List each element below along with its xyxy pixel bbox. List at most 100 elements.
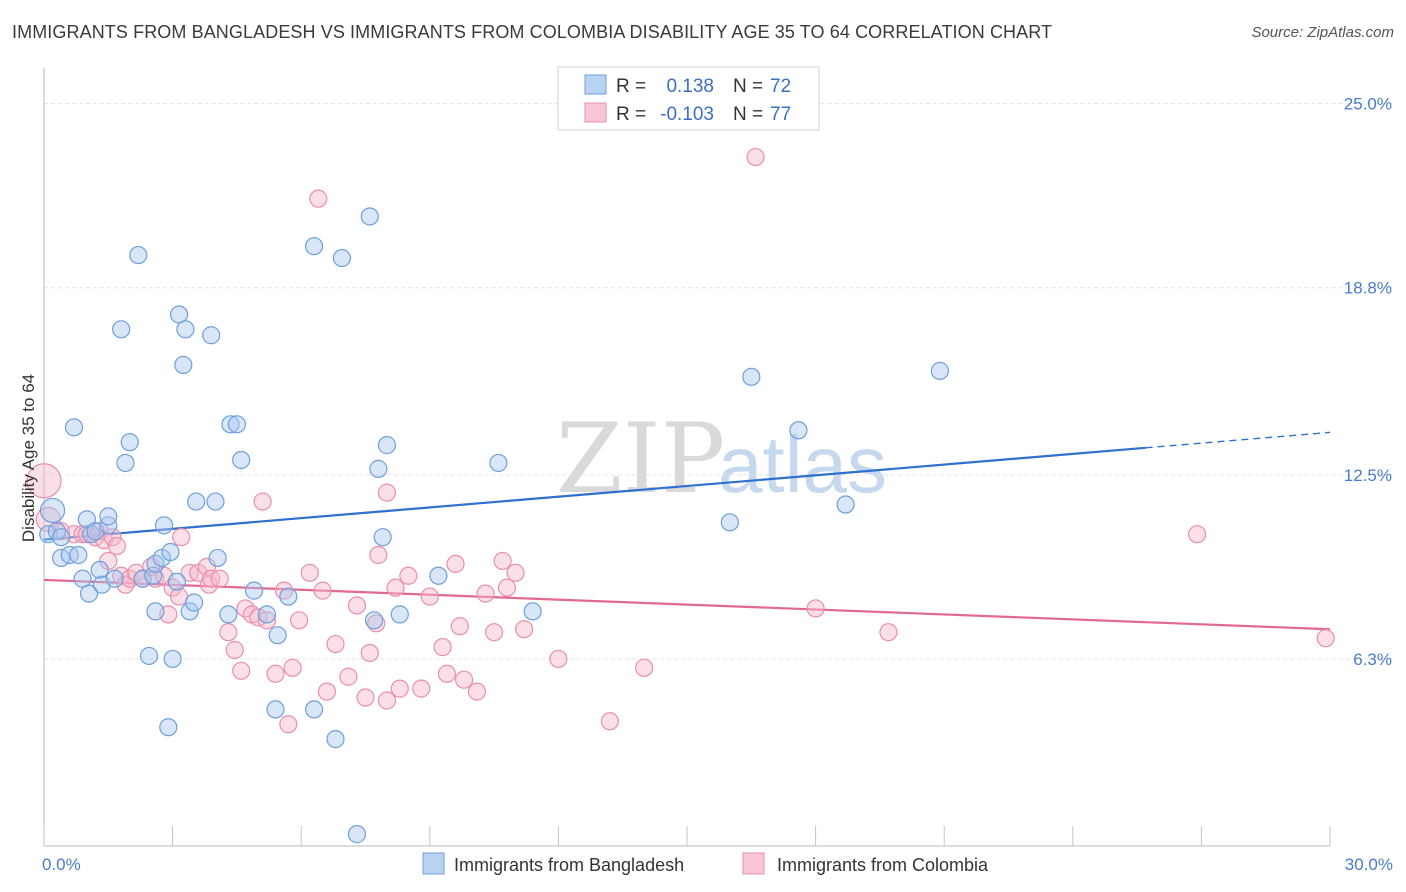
point-bangladesh: [429, 566, 448, 585]
point-bangladesh: [144, 566, 163, 585]
point-bangladesh: [221, 415, 240, 434]
point-colombia: [1316, 629, 1335, 648]
point-bangladesh: [373, 528, 392, 547]
point-colombia: [313, 581, 332, 600]
trend-lines: [43, 431, 1331, 631]
point-colombia: [497, 578, 517, 597]
y-tick-label: 12.5%: [1344, 466, 1392, 485]
point-bangladesh: [129, 245, 148, 265]
point-colombia: [433, 637, 452, 657]
point-bangladesh: [90, 560, 109, 579]
point-bangladesh: [227, 415, 246, 434]
point-bangladesh: [163, 649, 182, 669]
point-bangladesh: [326, 729, 345, 749]
point-bangladesh: [304, 237, 324, 256]
point-colombia: [369, 545, 388, 565]
point-bangladesh: [930, 361, 950, 380]
x-tick-labels: 0.0% 30.0%: [42, 855, 1393, 874]
point-colombia: [253, 492, 272, 511]
point-bangladesh: [116, 453, 135, 473]
bottom-legend-swatch-bangladesh: [422, 852, 445, 875]
point-colombia: [289, 611, 309, 630]
point-colombia: [367, 614, 386, 633]
point-bangladesh: [266, 700, 285, 719]
watermark-zip: ZIP: [556, 403, 725, 515]
point-bangladesh: [244, 581, 264, 600]
point-bangladesh: [176, 320, 195, 339]
point-bangladesh: [133, 569, 152, 588]
point-colombia: [493, 551, 512, 571]
point-bangladesh: [369, 459, 388, 478]
trend-line-bangladesh: [43, 446, 1146, 541]
legend-n-label-bangladesh: N =: [733, 76, 763, 97]
point-colombia: [412, 679, 431, 698]
point-bangladesh: [146, 602, 165, 621]
point-bangladesh: [184, 593, 204, 612]
point-colombia: [210, 569, 229, 588]
point-bangladesh: [304, 700, 324, 719]
x-tick-label: 0.0%: [42, 855, 81, 874]
point-colombia: [103, 528, 122, 547]
point-bangladesh: [52, 528, 71, 547]
point-bangladesh: [159, 718, 178, 737]
point-bangladesh: [257, 605, 277, 624]
point-colombia: [806, 599, 825, 618]
point-colombia: [386, 578, 405, 597]
point-bangladesh: [232, 450, 251, 470]
point-bangladesh: [347, 825, 367, 844]
point-bangladesh: [105, 569, 124, 588]
point-bangladesh: [364, 611, 384, 630]
bottom-legend-swatch-colombia: [742, 852, 765, 875]
point-bangladesh: [39, 497, 66, 524]
point-bangladesh: [219, 605, 238, 624]
y-axis-label: Disability Age 35 to 64: [19, 374, 38, 542]
point-colombia: [446, 554, 465, 574]
point-colombia: [347, 596, 367, 615]
watermark-atlas: atlas: [718, 420, 887, 509]
point-bangladesh: [742, 367, 761, 386]
point-bangladesh: [99, 507, 118, 526]
point-bangladesh: [139, 646, 159, 666]
legend-n-value-colombia: 77: [770, 104, 791, 125]
point-colombia: [360, 643, 379, 663]
y-tick-label: 25.0%: [1344, 95, 1392, 114]
point-colombia: [476, 584, 495, 603]
point-bangladesh: [332, 248, 352, 268]
x-tick-label: 30.0%: [1345, 855, 1393, 874]
point-bangladesh: [79, 584, 99, 603]
point-bangladesh: [167, 572, 186, 591]
point-bangladesh: [206, 492, 225, 511]
point-bangladesh: [112, 320, 131, 339]
point-colombia: [485, 623, 504, 642]
point-colombia: [1188, 525, 1207, 544]
bottom-legend-label-colombia: Immigrants from Colombia: [777, 855, 989, 875]
y-tick-labels: 6.3% 12.5% 18.8% 25.0%: [1344, 95, 1392, 669]
point-bangladesh: [360, 207, 379, 226]
point-bangladesh: [161, 542, 180, 562]
point-bangladesh: [523, 602, 542, 621]
point-colombia: [317, 682, 337, 701]
point-colombia: [219, 623, 238, 642]
point-colombia: [225, 640, 244, 660]
point-colombia: [26, 463, 62, 499]
y-tick-label: 6.3%: [1353, 650, 1392, 669]
point-colombia: [467, 682, 487, 701]
point-colombia: [356, 688, 375, 707]
axes: [43, 68, 1331, 847]
point-colombia: [377, 691, 397, 710]
chart-title: IMMIGRANTS FROM BANGLADESH VS IMMIGRANTS…: [12, 22, 1053, 42]
point-colombia: [879, 623, 898, 642]
point-colombia: [257, 611, 277, 630]
point-bangladesh: [187, 492, 206, 511]
point-bangladesh: [202, 326, 221, 345]
point-colombia: [420, 587, 439, 606]
legend-n-label-colombia: N =: [733, 104, 763, 125]
bottom-legend-label-bangladesh: Immigrants from Bangladesh: [454, 855, 684, 875]
point-bangladesh: [489, 453, 508, 473]
source-credit: Source: ZipAtlas.com: [1251, 24, 1394, 41]
trend-line-bangladesh-extension: [1145, 431, 1331, 449]
point-bangladesh: [64, 418, 84, 437]
point-colombia: [437, 664, 457, 683]
point-colombia: [454, 670, 474, 689]
